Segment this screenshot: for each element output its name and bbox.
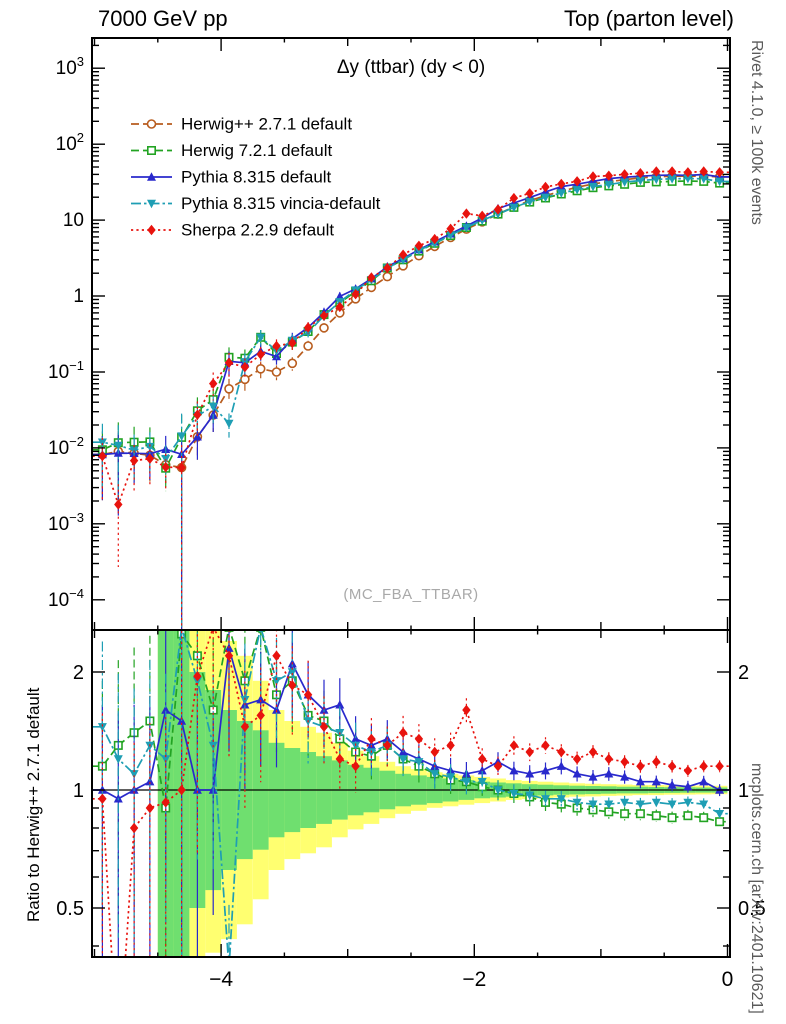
series-main-3	[92, 174, 730, 630]
svg-text:Herwig++ 2.7.1 default: Herwig++ 2.7.1 default	[181, 115, 352, 134]
svg-text:10−1: 10−1	[48, 358, 84, 383]
legend-item: Herwig++ 2.7.1 default	[131, 115, 352, 134]
svg-text:1: 1	[73, 780, 84, 802]
beam-energy-label: 7000 GeV pp	[98, 6, 228, 31]
svg-text:0: 0	[722, 968, 734, 991]
legend: Herwig++ 2.7.1 default Herwig 7.2.1 defau…	[131, 115, 381, 240]
legend-item: Pythia 8.315 vincia-default	[131, 194, 381, 213]
ratio-axis-label: Ratio to Herwig++ 2.7.1 default	[24, 687, 43, 922]
legend-item: Sherpa 2.2.9 default	[131, 221, 334, 240]
svg-text:10: 10	[63, 210, 84, 231]
observable-title: Δy (ttbar) (dy < 0)	[336, 57, 486, 78]
svg-text:2: 2	[73, 662, 84, 684]
svg-text:1: 1	[73, 286, 84, 307]
svg-text:Herwig 7.2.1 default: Herwig 7.2.1 default	[181, 141, 332, 160]
mcplots-credit-label: mcplots.cern.ch [arXiv:2401.10621]	[748, 763, 765, 1014]
svg-text:2: 2	[738, 662, 749, 684]
series-main-1	[92, 176, 730, 630]
series-main-4	[92, 166, 730, 630]
svg-text:−2: −2	[462, 968, 486, 991]
svg-text:0.5: 0.5	[56, 898, 84, 920]
svg-text:102: 102	[56, 130, 84, 155]
svg-text:Pythia 8.315 default: Pythia 8.315 default	[181, 168, 332, 187]
svg-text:10−3: 10−3	[48, 510, 84, 535]
analysis-watermark: (MC_FBA_TTBAR)	[343, 586, 479, 603]
svg-text:Sherpa 2.2.9 default: Sherpa 2.2.9 default	[181, 221, 334, 240]
svg-text:−4: −4	[209, 968, 233, 991]
svg-text:10−4: 10−4	[48, 586, 84, 611]
legend-item: Herwig 7.2.1 default	[131, 141, 332, 160]
rivet-version-label: Rivet 4.1.0, ≥ 100k events	[748, 40, 765, 225]
svg-text:1: 1	[738, 780, 749, 802]
series-main-0	[92, 171, 730, 630]
legend-item: Pythia 8.315 default	[131, 168, 332, 187]
svg-text:0.5: 0.5	[738, 898, 766, 920]
svg-text:10−2: 10−2	[48, 434, 84, 459]
svg-text:Pythia 8.315 vincia-default: Pythia 8.315 vincia-default	[181, 194, 381, 213]
process-label: Top (parton level)	[564, 6, 734, 31]
series-ratio-4	[92, 630, 730, 957]
svg-text:103: 103	[56, 54, 84, 79]
